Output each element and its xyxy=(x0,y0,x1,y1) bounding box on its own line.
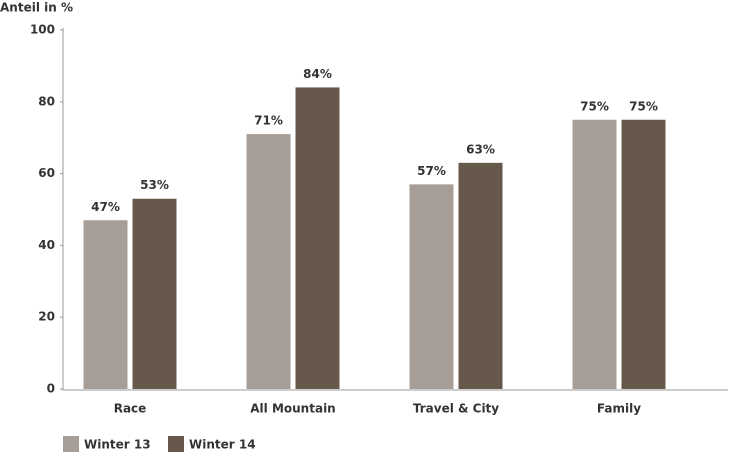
legend-label: Winter 14 xyxy=(189,438,256,452)
x-tick-label: Family xyxy=(597,402,641,416)
bar xyxy=(246,134,291,389)
legend-label: Winter 13 xyxy=(84,438,151,452)
legend-swatch xyxy=(63,436,79,452)
legend-swatch xyxy=(168,436,184,452)
bar xyxy=(295,87,340,389)
value-label: 75% xyxy=(580,99,609,113)
y-tick-label: 40 xyxy=(38,238,55,252)
y-tick-label: 100 xyxy=(30,23,55,37)
value-label: 63% xyxy=(466,142,495,156)
bar xyxy=(458,162,503,389)
bar xyxy=(83,220,128,389)
bar xyxy=(572,119,617,389)
y-tick-label: 0 xyxy=(47,382,55,396)
value-label: 47% xyxy=(91,200,120,214)
y-axis-label: Anteil in % xyxy=(0,1,73,15)
value-label: 71% xyxy=(254,114,283,128)
bar xyxy=(409,184,454,389)
value-label: 84% xyxy=(303,67,332,81)
x-tick-label: All Mountain xyxy=(250,402,335,416)
y-tick-label: 60 xyxy=(38,166,55,180)
bar xyxy=(621,119,666,389)
y-tick-label: 20 xyxy=(38,310,55,324)
x-tick-label: Travel & City xyxy=(413,402,499,416)
value-label: 53% xyxy=(140,178,169,192)
value-label: 57% xyxy=(417,164,446,178)
x-tick-label: Race xyxy=(114,402,147,416)
value-label: 75% xyxy=(629,99,658,113)
y-tick-label: 80 xyxy=(38,94,55,108)
bar xyxy=(132,198,177,389)
